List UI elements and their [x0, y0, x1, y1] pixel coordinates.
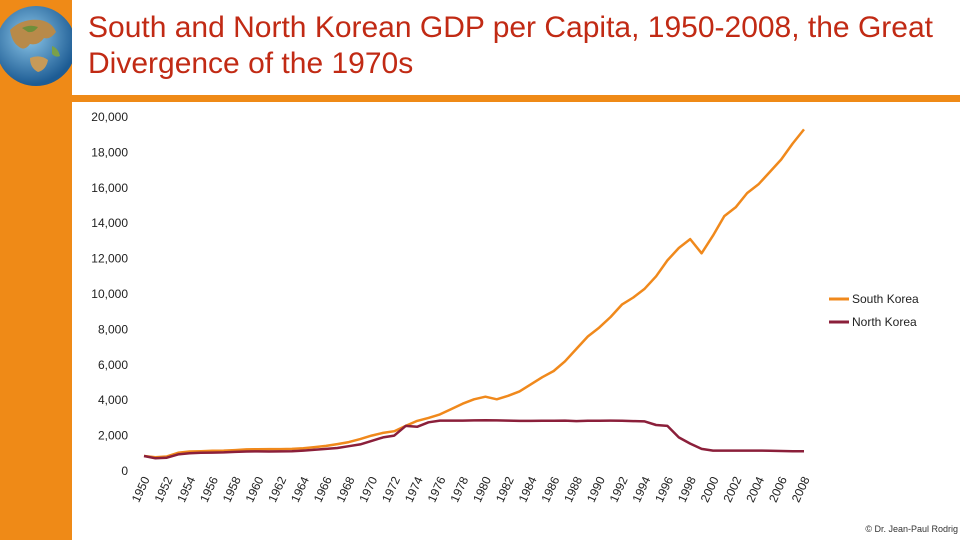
x-tick-label: 1956	[197, 474, 221, 504]
x-tick-label: 1962	[265, 474, 289, 504]
series-line-south-korea	[143, 128, 805, 459]
x-tick-label: 1996	[652, 474, 676, 504]
x-tick-label: 1960	[243, 474, 267, 504]
y-tick-label: 20,000	[91, 110, 128, 124]
x-tick-label: 1982	[493, 474, 517, 504]
globe-icon	[0, 6, 72, 86]
y-tick-label: 10,000	[91, 287, 128, 301]
x-tick-label: 1968	[334, 474, 358, 504]
x-tick-label: 2004	[743, 474, 767, 504]
x-tick-label: 1966	[311, 474, 335, 504]
x-tick-label: 2002	[720, 474, 744, 504]
x-tick-label: 1964	[288, 474, 312, 504]
y-tick-label: 2,000	[98, 429, 128, 443]
legend-label: South Korea	[852, 292, 919, 306]
x-tick-label: 1992	[607, 474, 631, 504]
x-tick-label: 2000	[698, 474, 722, 504]
y-tick-label: 14,000	[91, 216, 128, 230]
x-tick-label: 1980	[470, 474, 494, 504]
credit-text: © Dr. Jean-Paul Rodrig	[865, 524, 958, 534]
gdp-line-chart: 0 2,000 4,000 6,000 8,000 10,000 12,000 14,000 1…	[91, 110, 919, 504]
x-tick-label: 1988	[561, 474, 585, 504]
series-line-north-korea	[143, 418, 804, 460]
y-tick-label: 0	[121, 464, 128, 478]
y-tick-label: 4,000	[98, 393, 128, 407]
left-accent-bar	[0, 0, 72, 540]
y-tick-label: 8,000	[98, 322, 128, 336]
y-tick-label: 18,000	[91, 145, 128, 159]
x-tick-label: 1994	[629, 474, 653, 504]
x-tick-label: 1970	[356, 474, 380, 504]
x-tick-label: 1954	[174, 474, 198, 504]
y-tick-label: 16,000	[91, 181, 128, 195]
x-tick-label: 1978	[447, 474, 471, 504]
x-tick-label: 1950	[129, 474, 153, 504]
x-tick-label: 1990	[584, 474, 608, 504]
x-tick-label: 1984	[516, 474, 540, 504]
x-tick-label: 2006	[766, 474, 790, 504]
x-tick-label: 1958	[220, 474, 244, 504]
x-tick-label: 1986	[538, 474, 562, 504]
page-title: South and North Korean GDP per Capita, 1…	[88, 11, 933, 80]
x-tick-label: 1952	[152, 474, 176, 504]
title-area	[72, 0, 960, 97]
x-tick-label: 1974	[402, 474, 426, 504]
title-divider	[72, 95, 960, 102]
y-tick-label: 6,000	[98, 358, 128, 372]
y-tick-label: 12,000	[91, 252, 128, 266]
x-tick-label: 1972	[379, 474, 403, 504]
legend-label: North Korea	[852, 315, 917, 329]
x-tick-label: 2008	[789, 474, 813, 504]
x-tick-label: 1976	[425, 474, 449, 504]
x-tick-label: 1998	[675, 474, 699, 504]
